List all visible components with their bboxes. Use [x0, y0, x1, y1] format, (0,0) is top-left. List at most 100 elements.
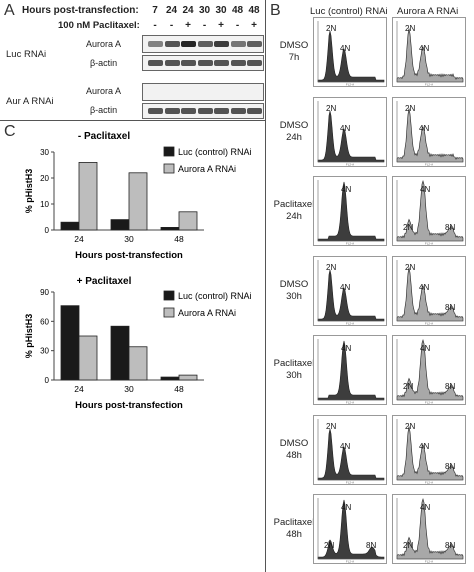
peak-label-luc-1-2N: 2N	[326, 103, 337, 113]
band-g1_actin-1	[164, 60, 180, 66]
y-tick-label-1-0: 0	[45, 376, 50, 385]
facs-aur-3: FL2-A 2N 4N 8N	[392, 255, 466, 326]
bar-0-luccontrolrnai-30	[110, 219, 130, 231]
facs-plot-aur-2: FL2-A	[396, 179, 464, 245]
facs-plot-aur-3: FL2-A	[396, 259, 464, 325]
facs-axis-text-luc-6: FL2-A	[346, 560, 354, 564]
facs-histogram-luc-0	[317, 30, 385, 83]
band-g1_actin-5	[230, 60, 246, 66]
facs-aur-5: FL2-A 2N 4N 8N	[392, 414, 466, 485]
facs-luc-6: FL2-A 4N 2N 8N	[313, 494, 387, 564]
y-tick-label-0-3: 30	[40, 148, 49, 157]
peak-label-aur-3-8N: 8N	[445, 302, 456, 312]
facs-luc-3: FL2-A 2N 4N	[313, 255, 387, 326]
bar-0-luccontrolrnai-24	[60, 221, 80, 231]
facs-histogram-aur-0	[396, 28, 464, 83]
aurora-a-label-luc: Aurora A	[86, 39, 122, 49]
peak-label-aur-2-8N: 8N	[445, 223, 456, 232]
facs-histogram-aur-6	[396, 497, 464, 560]
lane-hour-1: 24	[165, 5, 178, 16]
facs-axis-text-aur-0: FL2-A	[425, 83, 433, 87]
peak-label-aur-3-2N: 2N	[405, 262, 416, 272]
lane-hour-5: 48	[231, 5, 244, 16]
peak-label-luc-0-2N: 2N	[326, 24, 337, 33]
band-g1_aurora-4	[214, 41, 229, 47]
lane-hour-2: 24	[182, 5, 194, 16]
hours-label: Hours post-transfection:	[22, 5, 139, 16]
chart-title-0: - Paclitaxel	[78, 131, 130, 142]
facs-plot-aur-5: FL2-A	[396, 418, 464, 484]
legend-swatch-0-1	[163, 163, 175, 174]
facs-axis-text-aur-4: FL2-A	[425, 401, 433, 405]
peak-label-luc-0-4N: 4N	[340, 44, 351, 53]
row-label-2-1: 24h	[286, 211, 302, 222]
band-g1_actin-3	[197, 60, 213, 66]
y-tick-label-1-3: 90	[40, 288, 49, 297]
facs-axis-text-luc-5: FL2-A	[346, 480, 354, 484]
legend-label-0-1: Aurora A RNAi	[178, 164, 236, 174]
peak-label-aur-6-4N: 4N	[420, 503, 431, 512]
bar-0-auroraarnai-48	[178, 211, 198, 231]
facs-luc-2: FL2-A 4N	[313, 176, 387, 246]
facs-histogram-luc-4	[317, 340, 385, 401]
facs-aur-1: FL2-A 2N 4N	[392, 96, 466, 167]
y-tick-label-0-1: 10	[40, 200, 49, 209]
peak-label-aur-4-4N: 4N	[420, 344, 431, 353]
bar-1-luccontrolrnai-24	[60, 305, 80, 381]
facs-aur-6: FL2-A 4N 2N 8N	[392, 494, 466, 564]
panel-b-letter: B	[270, 2, 281, 19]
bar-1-auroraarnai-24	[78, 335, 98, 381]
lane-hour-6: 48	[248, 5, 260, 16]
peak-label-aur-1-4N: 4N	[419, 123, 430, 133]
facs-plot-aur-4: FL2-A	[396, 338, 464, 405]
peak-label-luc-1-4N: 4N	[340, 123, 351, 133]
x-axis-label-1: Hours post-transfection	[75, 400, 183, 411]
paclitaxel-label: 100 nM Paclitaxel:	[58, 20, 140, 31]
peak-label-luc-5-4N: 4N	[340, 441, 351, 451]
x-tick-label-0-2: 48	[174, 234, 184, 244]
row-label-6-0: Paclitaxel	[273, 517, 315, 528]
row-label-4-0: Paclitaxel	[273, 358, 315, 369]
facs-luc-4: FL2-A 4N	[313, 335, 387, 405]
legend-label-0-0: Luc (control) RNAi	[178, 147, 252, 157]
chart-title-1: + Paclitaxel	[77, 276, 132, 287]
facs-plot-luc-3: FL2-A	[317, 259, 385, 325]
band-g2_actin-6	[247, 108, 262, 114]
facs-axis-text-aur-1: FL2-A	[425, 162, 433, 166]
lane-pac-6: +	[251, 20, 257, 31]
peak-label-aur-1-2N: 2N	[405, 103, 416, 113]
peak-label-luc-3-4N: 4N	[340, 282, 351, 292]
lane-hour-3: 30	[198, 5, 211, 16]
row-label-0-1: 7h	[288, 52, 300, 63]
panel-a-letter: A	[4, 2, 15, 19]
facs-histogram-luc-2	[317, 181, 385, 242]
facs-plot-luc-2: FL2-A	[317, 180, 385, 245]
row-label-6-1: 48h	[286, 529, 302, 540]
peak-label-aur-2-2N: 2N	[403, 223, 414, 232]
bar-0-auroraarnai-30	[128, 172, 148, 231]
facs-plot-luc-1: FL2-A	[317, 100, 385, 166]
peak-label-aur-5-2N: 2N	[405, 421, 416, 431]
facs-axis-text-luc-1: FL2-A	[346, 162, 354, 166]
band-g2_actin-5	[230, 108, 246, 114]
blot-luc-aurora	[142, 35, 264, 53]
peak-label-aur-0-4N: 4N	[419, 44, 430, 53]
lane-pac-0: -	[153, 20, 157, 31]
peak-label-aur-4-8N: 8N	[445, 382, 456, 391]
facs-plot-luc-6: FL2-A	[317, 498, 385, 564]
lane-pac-5: -	[235, 20, 240, 31]
y-axis-label-0: % pHistH3	[24, 169, 34, 214]
beta-actin-label-aur: β-actin	[90, 105, 118, 115]
x-axis-label-0: Hours post-transfection	[75, 250, 183, 260]
vertical-divider	[265, 0, 266, 572]
legend-swatch-1-1	[163, 307, 175, 318]
panel-c-letter: C	[4, 123, 16, 140]
peak-label-aur-0-2N: 2N	[405, 24, 416, 33]
band-g2_actin-4	[214, 108, 229, 114]
lane-pac-2: +	[185, 20, 191, 31]
legend-swatch-1-0	[163, 290, 175, 301]
bar-0-auroraarnai-24	[78, 162, 98, 231]
facs-plot-aur-1: FL2-A	[396, 100, 464, 166]
facs-axis-text-luc-4: FL2-A	[346, 401, 354, 405]
col-header-aurora: Aurora A RNAi	[397, 6, 459, 17]
